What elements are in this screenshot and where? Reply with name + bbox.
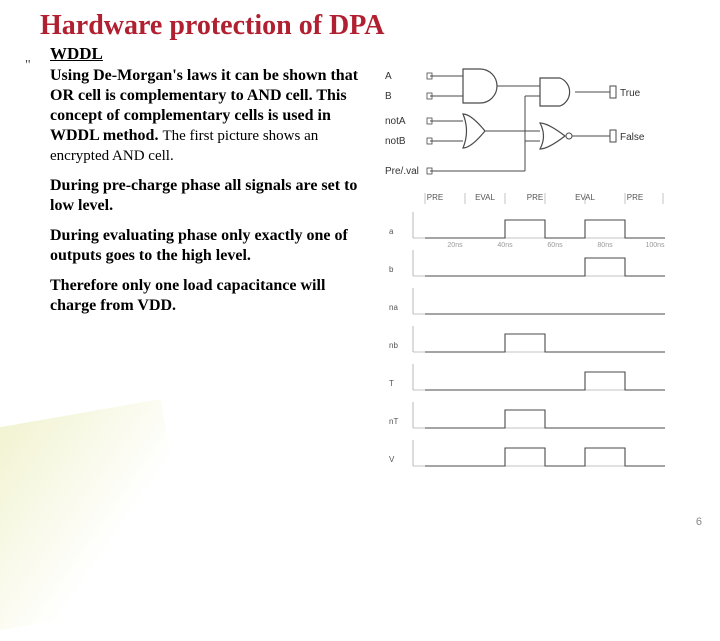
diagram-column: ABnotAnotBPre/.valTrueFalse PREEVALPREEV… [385, 66, 675, 520]
paragraph-4: Therefore only one load capacitance will… [50, 276, 370, 316]
svg-text:80ns: 80ns [597, 242, 613, 249]
svg-text:Pre/.val: Pre/.val [385, 166, 419, 177]
paragraph-2: During pre-charge phase all signals are … [50, 176, 370, 216]
svg-text:nb: nb [389, 341, 398, 350]
svg-text:PRE: PRE [427, 193, 443, 202]
timing-diagram: PREEVALPREEVALPREa20ns40ns60ns80ns100nsb… [385, 190, 675, 520]
svg-text:40ns: 40ns [497, 242, 513, 249]
svg-text:a: a [389, 227, 394, 236]
svg-text:20ns: 20ns [447, 242, 463, 249]
svg-text:A: A [385, 71, 392, 82]
svg-text:nT: nT [389, 417, 398, 426]
svg-text:T: T [389, 379, 394, 388]
svg-text:b: b [389, 265, 394, 274]
paragraph-3: During evaluating phase only exactly one… [50, 226, 370, 266]
svg-text:notB: notB [385, 136, 406, 147]
subtitle: WDDL [50, 44, 700, 64]
svg-text:100ns: 100ns [645, 242, 665, 249]
svg-text:na: na [389, 303, 398, 312]
svg-text:PRE: PRE [527, 193, 543, 202]
page-number: 6 [696, 516, 702, 528]
svg-text:PRE: PRE [627, 193, 643, 202]
svg-text:True: True [620, 88, 641, 99]
svg-text:EVAL: EVAL [475, 193, 495, 202]
svg-text:B: B [385, 91, 392, 102]
bullet-glyph: " [25, 58, 31, 74]
svg-text:False: False [620, 132, 645, 143]
paragraph-1: Using De-Morgan's laws it can be shown t… [50, 66, 370, 166]
svg-text:notA: notA [385, 116, 406, 127]
slide-title: Hardware protection of DPA [40, 10, 700, 42]
text-column: Using De-Morgan's laws it can be shown t… [50, 66, 370, 520]
circuit-diagram: ABnotA notB Pre/.val True False [385, 66, 675, 186]
svg-text:60ns: 60ns [547, 242, 563, 249]
svg-text:V: V [389, 455, 395, 464]
